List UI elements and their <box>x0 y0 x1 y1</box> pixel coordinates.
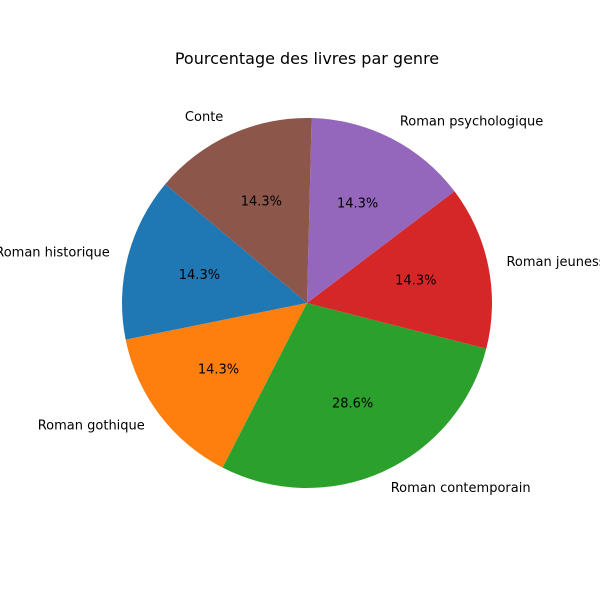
pie-labels: Roman historique 14.3% Roman gothique 14.3%… <box>0 110 600 496</box>
chart-title: Pourcentage des livres par genre <box>175 49 439 68</box>
slice-label-roman-jeunesse: Roman jeunesse <box>506 255 600 270</box>
pie-slice-roman-jeunesse <box>307 191 493 349</box>
pie-slice-roman-historique <box>122 184 307 340</box>
slice-label-conte: Conte <box>185 110 223 125</box>
slice-label-roman-psychologique: Roman psychologique <box>400 114 543 129</box>
pct-label-roman-contemporain: 28.6% <box>332 397 373 412</box>
pie-slice-roman-gothique <box>125 303 307 468</box>
pct-label-conte: 14.3% <box>241 194 282 209</box>
pie-slice-conte <box>165 118 312 303</box>
pct-label-roman-jeunesse: 14.3% <box>395 274 436 289</box>
pie-slice-roman-contemporain <box>222 303 487 488</box>
pct-label-roman-historique: 14.3% <box>179 268 220 283</box>
pie-slice-roman-psychologique <box>307 118 455 304</box>
pct-label-roman-psychologique: 14.3% <box>337 197 378 212</box>
slice-label-roman-gothique: Roman gothique <box>38 418 145 433</box>
pie-slices <box>122 118 493 488</box>
slice-label-roman-historique: Roman historique <box>0 245 110 260</box>
slice-label-roman-contemporain: Roman contemporain <box>391 481 531 496</box>
pct-label-roman-gothique: 14.3% <box>198 363 239 378</box>
